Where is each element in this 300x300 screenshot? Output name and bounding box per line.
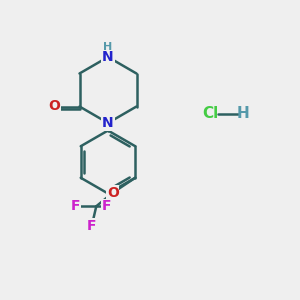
Text: Cl: Cl	[202, 106, 218, 122]
Text: H: H	[237, 106, 249, 122]
Text: N: N	[102, 116, 114, 130]
Text: N: N	[102, 50, 114, 64]
Text: F: F	[87, 219, 97, 233]
Text: O: O	[48, 100, 60, 113]
Text: F: F	[70, 199, 80, 213]
Text: H: H	[103, 41, 112, 52]
Text: F: F	[102, 199, 112, 213]
Text: O: O	[107, 186, 119, 200]
